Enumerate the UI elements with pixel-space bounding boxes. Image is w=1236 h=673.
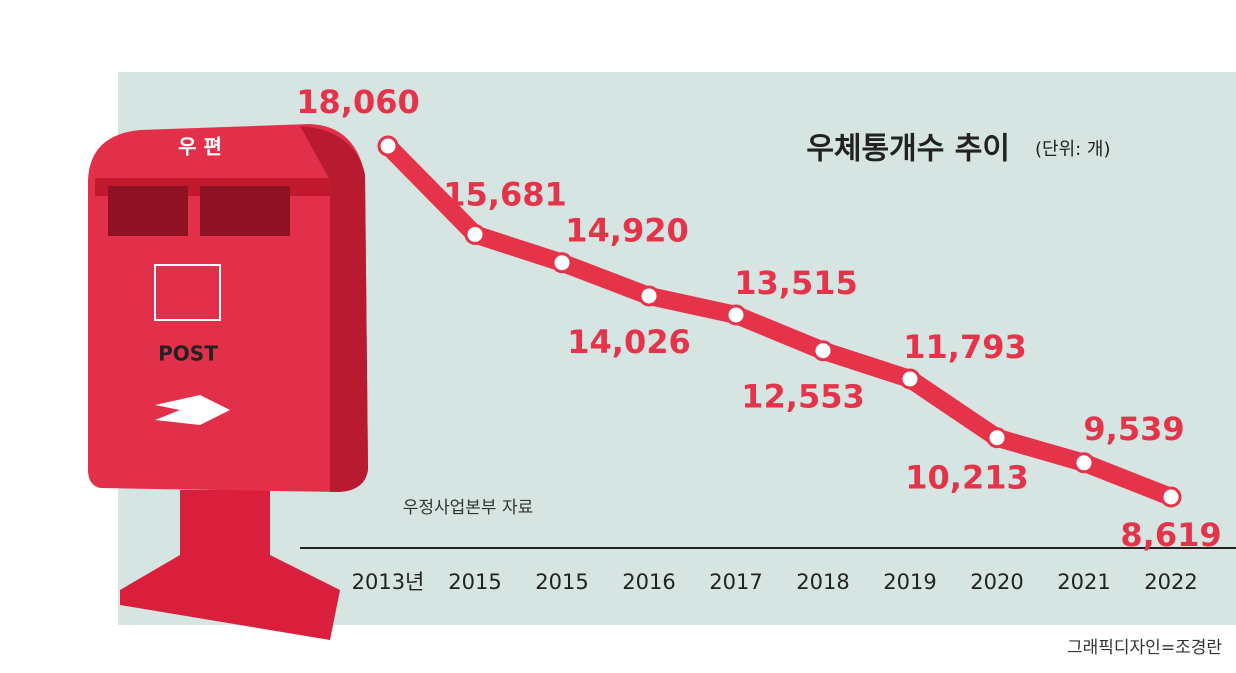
data-line — [379, 137, 1180, 506]
data-point — [464, 223, 486, 245]
mailbox-top-label: 우 편 — [178, 135, 222, 159]
data-point — [377, 135, 399, 157]
value-label: 9,539 — [1083, 410, 1184, 448]
x-tick-label: 2017 — [709, 570, 762, 594]
x-tick-label: 2022 — [1144, 570, 1197, 594]
x-tick-label: 2020 — [970, 570, 1023, 594]
x-tick-label: 2019 — [883, 570, 936, 594]
value-label: 11,793 — [903, 328, 1026, 366]
x-tick-label: 2018 — [796, 570, 849, 594]
credit: 그래픽디자인=조경란 — [1067, 638, 1222, 658]
data-point — [986, 427, 1008, 449]
value-label: 15,681 — [443, 175, 566, 213]
source: 우정사업본부 자료 — [403, 498, 534, 518]
value-label: 14,026 — [567, 323, 690, 361]
value-label: 8,619 — [1120, 516, 1221, 554]
x-tick-label: 2016 — [622, 570, 675, 594]
value-label: 13,515 — [734, 264, 857, 302]
value-label: 18,060 — [296, 83, 419, 121]
data-point — [725, 304, 747, 326]
unit-label: (단위: 개) — [1035, 139, 1111, 160]
data-point — [1160, 486, 1182, 508]
mailbox-illustration: 우 편 POST — [88, 124, 368, 640]
data-point — [812, 340, 834, 362]
data-point — [1073, 452, 1095, 474]
x-tick-label: 2015 — [535, 570, 588, 594]
x-tick-label: 2021 — [1057, 570, 1110, 594]
x-tick-label: 2013년 — [352, 570, 425, 594]
data-point — [551, 252, 573, 274]
value-label: 14,920 — [565, 212, 688, 250]
chart-title: 우체통개수 추이 — [806, 132, 1010, 167]
value-label: 12,553 — [741, 378, 864, 416]
x-tick-label: 2015 — [448, 570, 501, 594]
value-label: 10,213 — [905, 459, 1028, 497]
data-point — [899, 368, 921, 390]
mailbox-label: POST — [158, 342, 218, 366]
data-point — [638, 285, 660, 307]
